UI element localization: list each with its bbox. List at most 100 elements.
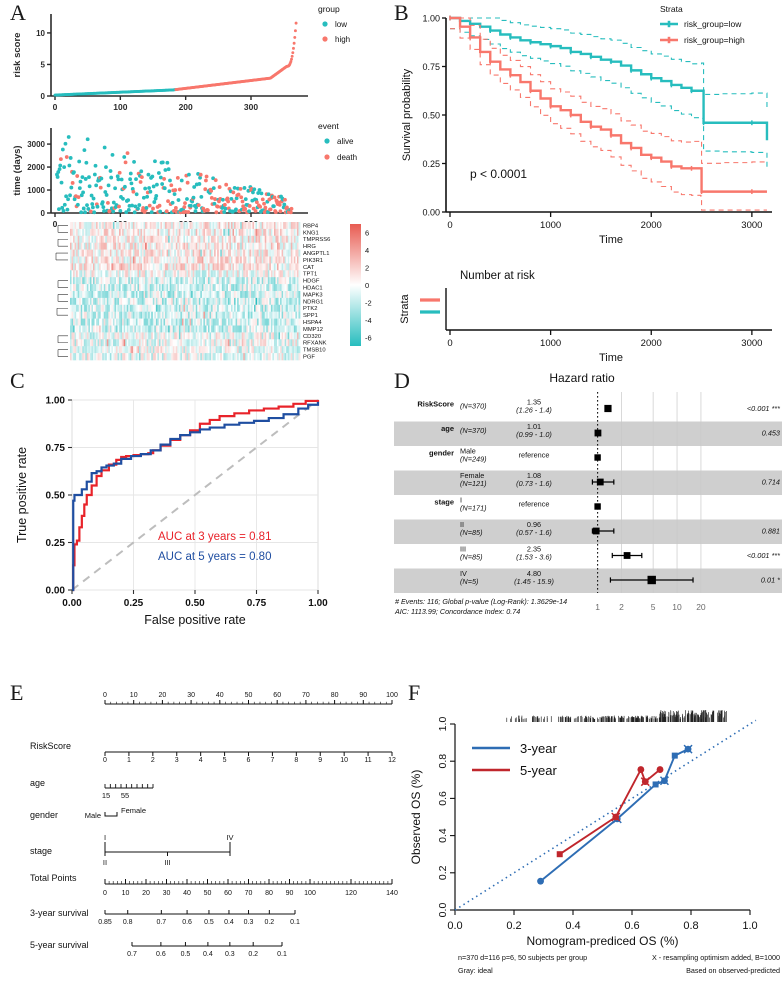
heatmap-cell <box>169 353 172 361</box>
heatmap-cell <box>114 353 117 361</box>
nomogram-tick-label: 10 <box>130 692 138 699</box>
heatmap-cell <box>296 284 299 292</box>
heatmap-cell <box>82 297 85 306</box>
nomogram-tick-label: 50 <box>245 692 253 699</box>
heatmap-cell <box>148 242 151 250</box>
heatmap-cell <box>278 228 281 237</box>
heatmap-cell <box>273 228 276 237</box>
heatmap-cell <box>188 311 190 319</box>
nomogram-total-points-tick-label: 20 <box>142 890 150 897</box>
heatmap-cell <box>227 270 230 278</box>
heatmap-cell <box>183 228 186 237</box>
heatmap-cell <box>178 263 181 271</box>
heatmap-cell <box>117 249 120 257</box>
heatmap-cell <box>217 277 220 285</box>
heatmap-cell <box>286 297 289 306</box>
heatmap-cell <box>273 256 276 264</box>
heatmap-cell <box>283 228 286 237</box>
heatmap-cell <box>85 249 88 257</box>
heatmap-cell <box>146 222 149 230</box>
heatmap-cell <box>260 249 263 257</box>
heatmap-cell <box>99 332 102 340</box>
heatmap-cell <box>204 297 207 306</box>
heatmap-cell <box>165 256 167 264</box>
heatmap-cell <box>125 353 128 361</box>
heatmap-cell <box>128 249 131 257</box>
heatmap-cell <box>195 339 198 347</box>
heatmap-cell <box>277 222 279 230</box>
heatmap-cell <box>106 339 109 347</box>
heatmap-cell <box>135 353 138 361</box>
heatmap-cell <box>198 284 201 292</box>
heatmap-cell <box>155 318 158 326</box>
heatmap-cell <box>281 228 284 237</box>
heatmap-cell <box>76 297 79 306</box>
heatmap-cell <box>200 256 203 264</box>
heatmap-cell <box>231 256 233 264</box>
heatmap-cell <box>226 249 229 257</box>
heatmap-cell <box>189 353 192 361</box>
heatmap-cell <box>134 353 137 361</box>
forest-pvalue-label: 0.881 <box>762 527 780 536</box>
heatmap-cell <box>93 277 95 285</box>
heatmap-cell <box>88 263 91 271</box>
heatmap-cell <box>226 339 229 347</box>
heatmap-cell <box>250 263 253 271</box>
heatmap-cell <box>295 277 298 285</box>
heatmap-cell <box>257 222 259 230</box>
time-point <box>175 175 180 180</box>
heatmap-cell <box>100 222 103 230</box>
time-point <box>222 202 227 207</box>
heatmap-cell <box>214 346 217 354</box>
heatmap-cell <box>99 339 102 347</box>
heatmap-cell <box>194 277 197 285</box>
heatmap-cell <box>109 339 112 347</box>
heatmap-cell <box>132 222 135 230</box>
heatmap-cell <box>260 332 263 340</box>
heatmap-cell <box>143 222 146 230</box>
heatmap-cell <box>108 325 111 333</box>
heatmap-cell <box>166 297 169 306</box>
heatmap-cell <box>275 346 278 354</box>
time-point <box>191 195 196 200</box>
heatmap-cell <box>119 270 121 278</box>
heatmap-cell <box>263 228 266 237</box>
nomogram-tick-label: 5 <box>223 757 227 764</box>
heatmap-cell <box>171 249 174 257</box>
heatmap-cell <box>290 353 293 361</box>
heatmap-cell <box>71 235 74 243</box>
heatmap-cell <box>283 242 286 250</box>
heatmap-cell <box>106 318 109 326</box>
heatmap-cell <box>194 228 197 237</box>
nomogram-survival5-tick-label: 0.4 <box>203 951 213 958</box>
heatmap-cell <box>169 291 172 299</box>
heatmap-cell <box>250 325 253 333</box>
heatmap-cell <box>192 222 195 230</box>
heatmap-cell <box>180 235 183 243</box>
heatmap-cell <box>120 242 123 250</box>
heatmap-cell <box>258 332 261 340</box>
time-point <box>136 206 140 211</box>
heatmap-cell <box>180 339 183 347</box>
heatmap-cell <box>125 235 128 243</box>
heatmap-cell <box>287 311 290 319</box>
heatmap-cell <box>128 325 131 333</box>
forest-estimate-box <box>592 527 600 535</box>
heatmap-cell <box>289 242 292 250</box>
forest-n-label: (N=370) <box>460 402 487 411</box>
heatmap-cell <box>231 297 233 306</box>
heatmap-cell <box>292 311 295 319</box>
heatmap-cell <box>189 346 192 354</box>
heatmap-cell <box>119 263 121 271</box>
km-curve-high <box>450 16 767 193</box>
risk-point <box>293 29 297 33</box>
heatmap-cell <box>186 256 189 264</box>
heatmap-cell <box>154 284 157 292</box>
heatmap-cell <box>232 242 235 250</box>
heatmap-cell <box>175 318 178 326</box>
heatmap-cell <box>165 228 167 237</box>
heatmap-cell <box>272 332 275 340</box>
heatmap-cell <box>122 297 125 306</box>
heatmap-cell <box>102 291 105 299</box>
heatmap-cell <box>206 228 209 237</box>
